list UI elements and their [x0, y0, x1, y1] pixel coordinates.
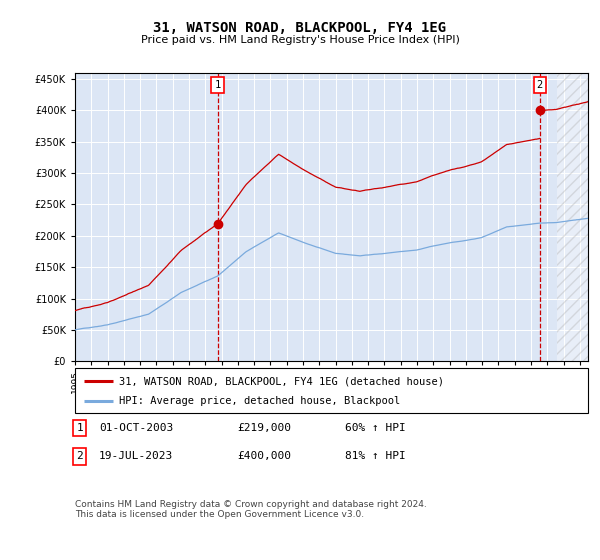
Text: HPI: Average price, detached house, Blackpool: HPI: Average price, detached house, Blac… [119, 396, 400, 406]
Text: 2: 2 [76, 451, 83, 461]
Text: 2: 2 [536, 80, 543, 90]
Text: £219,000: £219,000 [237, 423, 291, 433]
Text: Price paid vs. HM Land Registry's House Price Index (HPI): Price paid vs. HM Land Registry's House … [140, 35, 460, 45]
Text: Contains HM Land Registry data © Crown copyright and database right 2024.
This d: Contains HM Land Registry data © Crown c… [75, 500, 427, 519]
Text: 1: 1 [76, 423, 83, 433]
Text: 1: 1 [214, 80, 221, 90]
Text: 01-OCT-2003: 01-OCT-2003 [99, 423, 173, 433]
Bar [557, 73, 588, 361]
FancyBboxPatch shape [75, 368, 588, 413]
Text: 31, WATSON ROAD, BLACKPOOL, FY4 1EG: 31, WATSON ROAD, BLACKPOOL, FY4 1EG [154, 21, 446, 35]
Text: £400,000: £400,000 [237, 451, 291, 461]
Text: 19-JUL-2023: 19-JUL-2023 [99, 451, 173, 461]
Text: 81% ↑ HPI: 81% ↑ HPI [345, 451, 406, 461]
Text: 31, WATSON ROAD, BLACKPOOL, FY4 1EG (detached house): 31, WATSON ROAD, BLACKPOOL, FY4 1EG (det… [119, 376, 443, 386]
Text: 60% ↑ HPI: 60% ↑ HPI [345, 423, 406, 433]
